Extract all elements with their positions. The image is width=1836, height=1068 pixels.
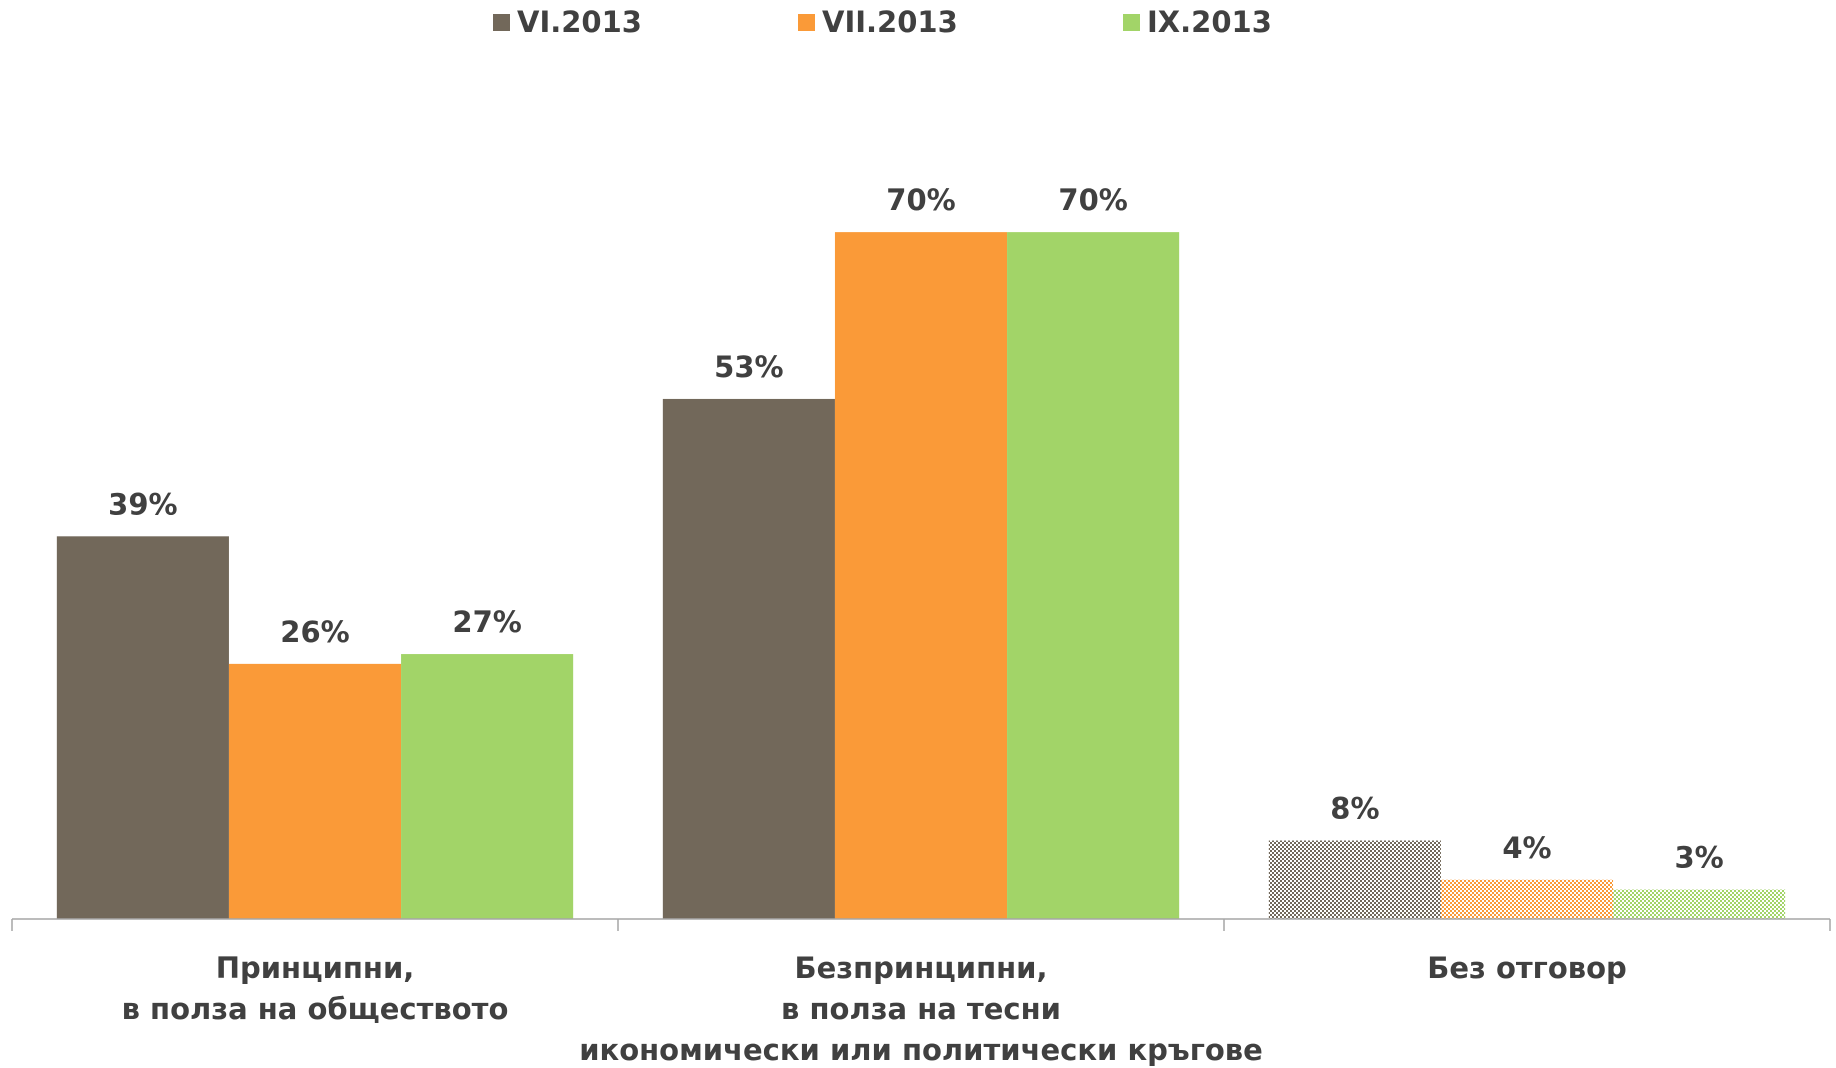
x-tick-label: Без отговор — [1427, 951, 1627, 985]
legend-label: IX.2013 — [1147, 5, 1272, 39]
legend-swatch — [798, 14, 815, 31]
bar — [834, 232, 1008, 919]
data-label: 53% — [714, 350, 783, 384]
bar — [401, 654, 574, 919]
legend-swatch — [1123, 14, 1140, 31]
bar — [1613, 889, 1786, 919]
data-label: 39% — [108, 487, 177, 521]
bar — [662, 398, 835, 919]
data-label: 4% — [1502, 831, 1551, 865]
x-tick-label: икономически или политически кръгове — [579, 1033, 1263, 1067]
data-label: 3% — [1674, 841, 1723, 875]
data-label: 8% — [1330, 792, 1379, 826]
bar — [1440, 879, 1614, 919]
legend-label: VI.2013 — [517, 5, 642, 39]
bar — [228, 663, 402, 919]
legend-swatch — [493, 14, 510, 31]
x-tick-label: Безпринципни, — [795, 951, 1048, 985]
data-label: 26% — [280, 615, 349, 649]
legend-label: VII.2013 — [822, 5, 958, 39]
bar — [1268, 840, 1441, 919]
data-label: 70% — [1058, 183, 1127, 217]
x-tick-label: в полза на тесни — [781, 992, 1061, 1026]
data-label: 27% — [452, 605, 521, 639]
x-tick-label: Принципни, — [216, 951, 415, 985]
data-label: 70% — [886, 183, 955, 217]
bar — [1007, 232, 1180, 919]
bar — [56, 536, 229, 919]
x-tick-label: в полза на обществото — [122, 992, 509, 1026]
